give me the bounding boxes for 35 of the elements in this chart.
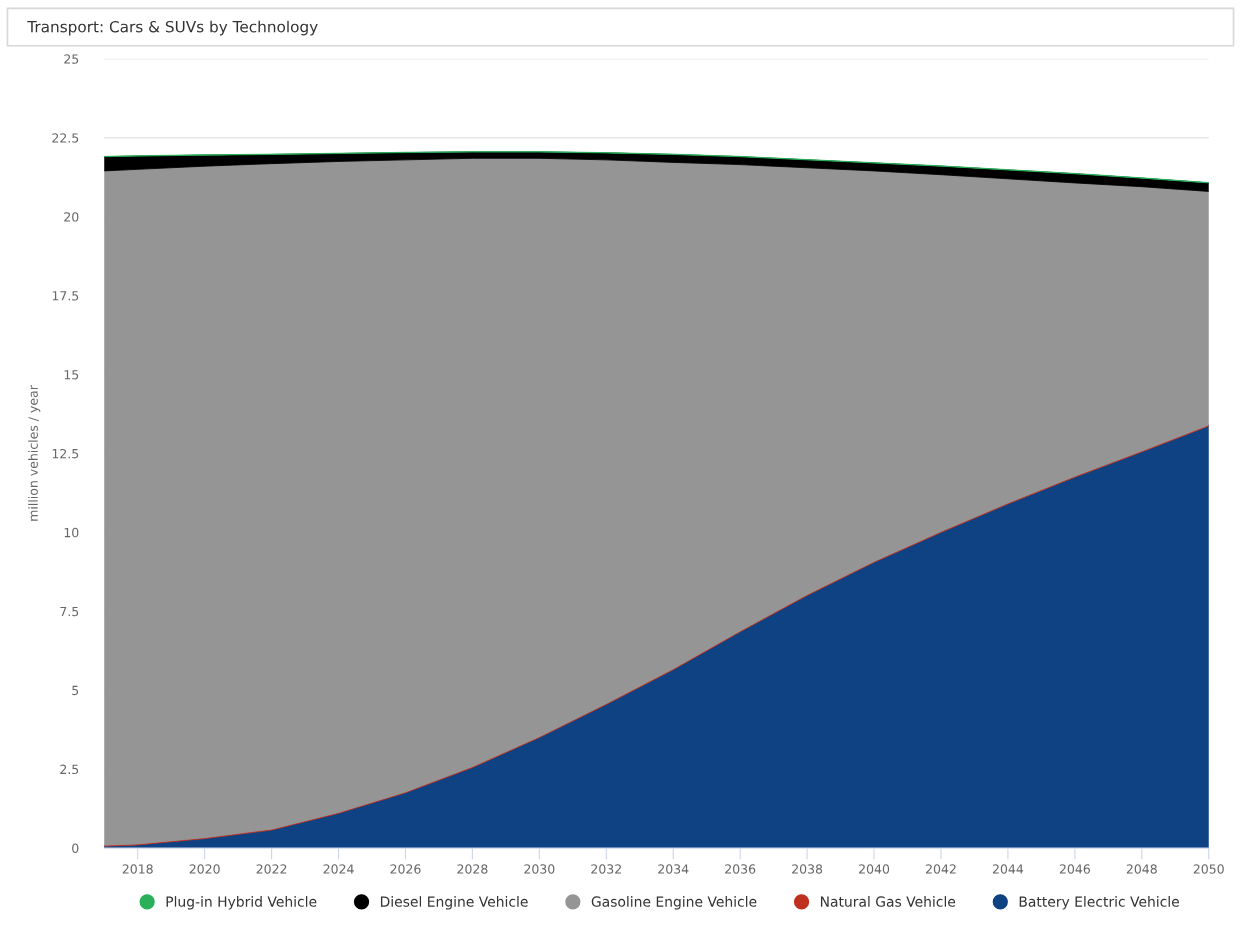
y-tick-label: 20 (64, 212, 79, 222)
x-tick-label: 2036 (725, 864, 756, 874)
chart-title: Transport: Cars & SUVs by Technology (27, 20, 318, 36)
y-tick-label: 15 (64, 370, 79, 380)
legend-label: Battery Electric Vehicle (1019, 896, 1179, 910)
x-tick-label: 2018 (122, 864, 153, 874)
y-tick-label: 7.5 (60, 606, 79, 617)
x-tick-label: 2026 (390, 864, 421, 874)
x-tick-label: 2020 (189, 864, 220, 874)
legend-label: Natural Gas Vehicle (820, 896, 956, 907)
y-tick-label: 2.5 (60, 764, 79, 775)
y-tick-label: 0 (72, 843, 79, 853)
y-tick-label: 25 (64, 54, 79, 64)
x-tick-label: 2040 (859, 864, 890, 874)
x-tick-label: 2044 (992, 864, 1024, 874)
x-tick-label: 2032 (591, 864, 621, 874)
x-tick-label: 2050 (1193, 864, 1224, 874)
x-tick-label: 2028 (457, 864, 488, 874)
y-tick-label: 17.5 (52, 291, 79, 301)
legend-label: Plug-in Hybrid Vehicle (166, 896, 317, 910)
x-tick-label: 2022 (256, 864, 287, 874)
x-tick-label: 2034 (658, 864, 689, 874)
y-tick-label: 12.5 (52, 448, 79, 459)
y-tick-label: 10 (64, 527, 79, 538)
y-tick-label: 22.5 (52, 133, 79, 143)
x-tick-label: 2048 (1126, 864, 1157, 874)
x-tick-label: 2046 (1059, 864, 1090, 874)
x-tick-label: 2030 (524, 864, 555, 874)
legend-label: Diesel Engine Vehicle (380, 896, 528, 910)
x-tick-label: 2042 (925, 864, 956, 874)
y-axis-title: million vehicles / year (28, 385, 41, 521)
x-tick-label: 2038 (792, 864, 823, 874)
x-tick-label: 2024 (323, 864, 354, 874)
y-tick-label: 5 (72, 685, 79, 696)
legend-label: Gasoline Engine Vehicle (591, 896, 757, 910)
